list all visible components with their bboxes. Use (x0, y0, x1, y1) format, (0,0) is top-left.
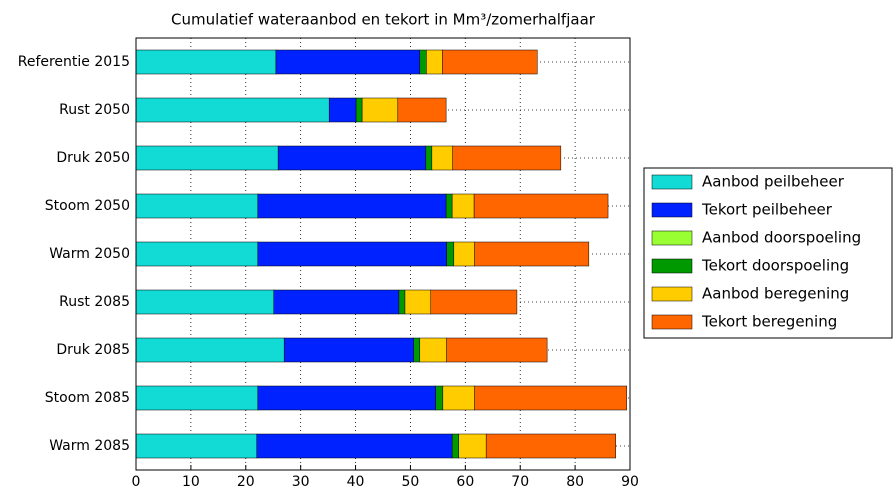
bar-segment (135, 385, 259, 411)
bar-segment (419, 49, 427, 75)
bar-segment (397, 97, 447, 123)
bar-segment (442, 49, 538, 75)
bar-segment (135, 49, 277, 75)
bar-segment (453, 241, 475, 267)
x-tick-label: 20 (237, 474, 255, 490)
y-tick-label: Stoom 2050 (45, 198, 130, 214)
bar-segment (135, 193, 259, 219)
bar-segment (283, 337, 414, 363)
legend-label: Aanbod doorspoeling (702, 229, 861, 247)
bar-segment (135, 241, 259, 267)
bar-segment (275, 49, 421, 75)
x-tick-label: 30 (292, 474, 310, 490)
bar-segment (445, 193, 453, 219)
bar-segment (257, 385, 436, 411)
bar-segment (473, 193, 609, 219)
legend-swatch (651, 258, 693, 274)
bar-segment (135, 97, 330, 123)
legend-label: Tekort doorspoeling (701, 257, 849, 275)
bar-segment (257, 193, 447, 219)
legend-swatch (651, 230, 693, 246)
legend-swatch (651, 286, 693, 302)
bar-segment (135, 145, 279, 171)
x-tick-label: 60 (456, 474, 474, 490)
bar-segment (485, 433, 616, 459)
x-tick-label: 50 (402, 474, 420, 490)
legend-label: Aanbod beregening (702, 285, 849, 303)
bar-segment (355, 97, 363, 123)
legend-swatch (651, 202, 693, 218)
plot-frame (135, 37, 631, 471)
bar-segment (435, 385, 444, 411)
bar-segment (452, 145, 562, 171)
bar-segment (135, 289, 275, 315)
legend-swatch (651, 314, 693, 330)
y-tick-label: Warm 2050 (49, 246, 130, 262)
y-tick-label: Warm 2085 (49, 438, 130, 454)
x-tick-label: 70 (511, 474, 529, 490)
bar-segment (277, 145, 427, 171)
legend-label: Aanbod peilbeheer (702, 173, 845, 191)
bar-segment (413, 337, 421, 363)
bar-segment (328, 97, 357, 123)
y-tick-label: Rust 2085 (59, 294, 130, 310)
bar-segment (257, 241, 447, 267)
bar-segment (404, 289, 432, 315)
legend-label: Tekort peilbeheer (701, 201, 833, 219)
bar-segment (442, 385, 475, 411)
bar-segment (419, 337, 447, 363)
bar-segment (451, 193, 475, 219)
bar-segment (426, 49, 443, 75)
bar-segment (458, 433, 487, 459)
x-tick-label: 40 (347, 474, 365, 490)
y-tick-label: Rust 2050 (59, 102, 130, 118)
bar-segment (431, 145, 453, 171)
legend-box (643, 167, 893, 339)
legend-label: Tekort beregening (701, 313, 837, 331)
y-tick-label: Referentie 2015 (18, 54, 130, 70)
bar-segment (446, 241, 455, 267)
y-tick-label: Druk 2050 (56, 150, 130, 166)
x-tick-label: 0 (132, 474, 141, 490)
bar-segment (474, 385, 627, 411)
bar-segment (273, 289, 400, 315)
bar-segment (446, 337, 548, 363)
bar-segment (361, 97, 399, 123)
y-tick-label: Druk 2085 (56, 342, 130, 358)
x-tick-label: 90 (621, 474, 639, 490)
bar-segment (256, 433, 453, 459)
bar-segment (451, 433, 459, 459)
bar-segment (135, 337, 285, 363)
x-tick-label: 80 (566, 474, 584, 490)
bar-segment (398, 289, 406, 315)
x-tick-label: 10 (182, 474, 200, 490)
chart-title: Cumulatief wateraanbod en tekort in Mm³/… (171, 11, 596, 29)
bar-segment (135, 433, 258, 459)
bar-segment (474, 241, 590, 267)
bar-segment (430, 289, 518, 315)
legend-swatch (651, 174, 693, 190)
bar-segment (425, 145, 433, 171)
y-tick-label: Stoom 2085 (45, 390, 130, 406)
